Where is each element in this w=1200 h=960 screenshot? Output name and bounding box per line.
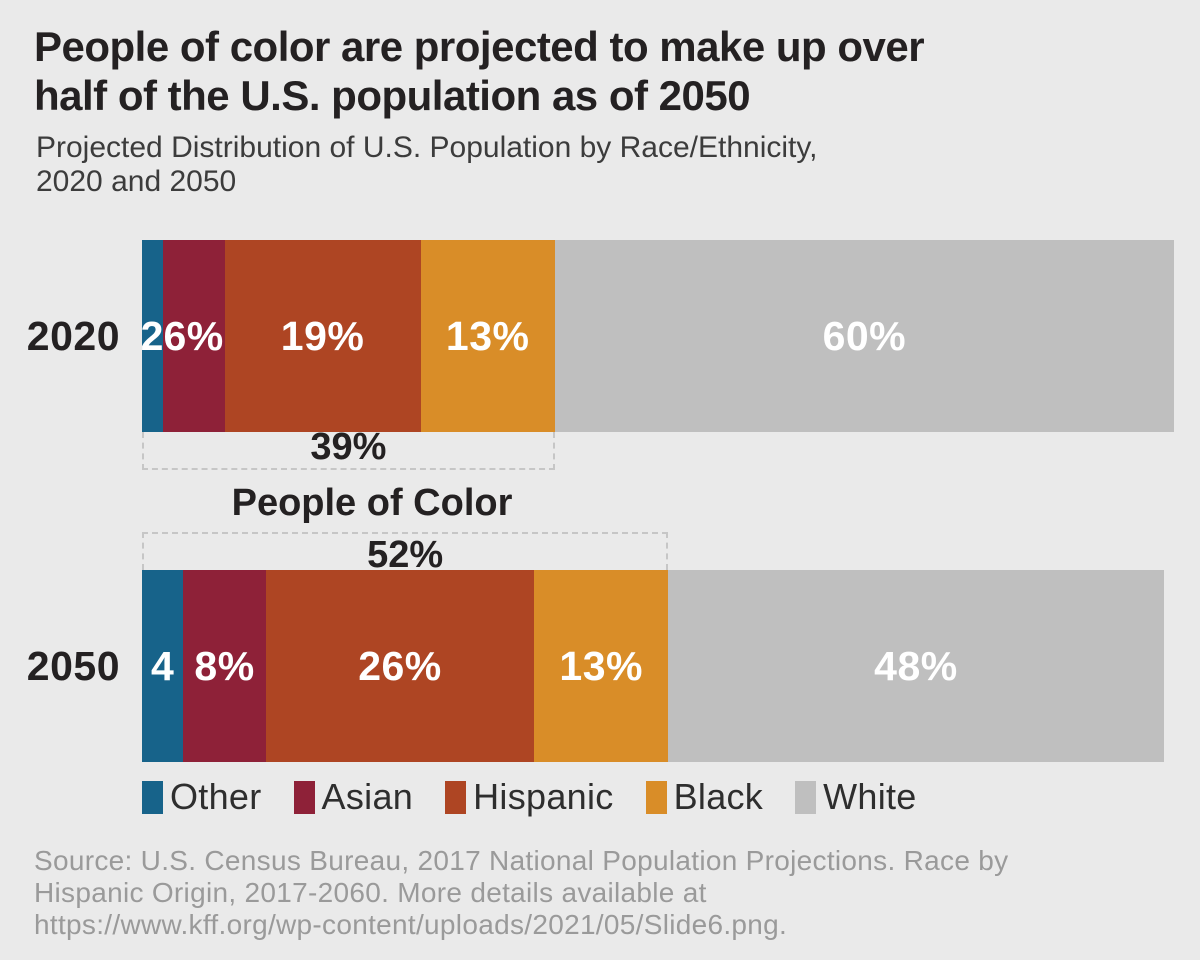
bar-2020-white-value: 60% <box>822 312 907 359</box>
legend-item-asian: Asian <box>293 776 414 818</box>
legend-item-black: Black <box>645 776 764 818</box>
bar-2050-segment-asian: 8% <box>183 570 266 762</box>
legend: Other Asian Hispanic Black White <box>142 776 917 818</box>
bar-2020-segment-asian: 6% <box>162 240 225 432</box>
legend-swatch-other <box>142 780 163 814</box>
legend-item-hispanic: Hispanic <box>445 776 613 818</box>
source-line-3: https://www.kff.org/wp-content/uploads/2… <box>34 909 788 940</box>
bar-2050: 4 8% 26% 13% 48% <box>142 570 1164 762</box>
source-line-1: Source: U.S. Census Bureau, 2017 Nationa… <box>34 845 1009 876</box>
legend-item-white: White <box>795 776 917 818</box>
people-of-color-label: People of Color <box>231 482 513 524</box>
legend-swatch-asian <box>293 780 315 814</box>
bar-2050-white-value: 48% <box>874 642 958 689</box>
bar-2050-other-value: 4 <box>150 642 175 689</box>
bar-2050-hispanic-value: 26% <box>358 642 442 689</box>
legend-label-other: Other <box>170 776 262 817</box>
bar-2050-segment-other: 4 <box>142 570 184 762</box>
source-line-2: Hispanic Origin, 2017-2060. More details… <box>34 877 707 908</box>
chart-subtitle-line-1: Projected Distribution of U.S. Populatio… <box>36 131 818 164</box>
legend-item-other: Other <box>142 776 262 818</box>
legend-swatch-hispanic <box>445 780 467 814</box>
year-label-2050: 2050 <box>26 642 120 689</box>
chart-title-line-1: People of color are projected to make up… <box>34 23 925 70</box>
bar-2050-black-value: 13% <box>559 642 643 689</box>
legend-swatch-white <box>795 780 817 814</box>
bar-2020-segment-white: 60% <box>554 240 1174 432</box>
source-note: Source: U.S. Census Bureau, 2017 Nationa… <box>34 845 1184 941</box>
bar-2020-segment-other: 2 <box>140 240 164 432</box>
bar-2020-segment-black: 13% <box>420 240 555 432</box>
bar-2020-asian-value: 6% <box>163 312 224 359</box>
bar-2050-segment-black: 13% <box>534 570 669 762</box>
bar-2050-asian-value: 8% <box>194 642 255 689</box>
bar-2050-segment-white: 48% <box>668 570 1164 762</box>
legend-label-white: White <box>823 776 917 817</box>
bar-2020-black-value: 13% <box>445 312 530 359</box>
people-of-color-bracket-2020: 39% <box>142 428 555 470</box>
legend-label-asian: Asian <box>321 776 414 817</box>
bar-2020: 2 6% 19% 13% 60% <box>140 240 1174 432</box>
chart-subtitle: Projected Distribution of U.S. Populatio… <box>36 131 818 199</box>
bar-2020-hispanic-value: 19% <box>280 312 365 359</box>
bar-2020-segment-hispanic: 19% <box>224 240 421 432</box>
people-of-color-pct-2050: 52% <box>367 534 444 576</box>
legend-label-hispanic: Hispanic <box>473 776 614 817</box>
year-label-2020: 2020 <box>26 312 120 359</box>
people-of-color-pct-2020: 39% <box>310 426 387 468</box>
bar-2050-segment-hispanic: 26% <box>265 570 535 762</box>
people-of-color-bracket-2050: 52% <box>142 532 669 574</box>
chart-subtitle-line-2: 2020 and 2050 <box>36 165 237 198</box>
chart-title: People of color are projected to make up… <box>34 22 925 120</box>
legend-swatch-black <box>645 780 667 814</box>
chart-title-line-2: half of the U.S. population as of 2050 <box>34 72 751 119</box>
bar-2020-other-value: 2 <box>140 312 164 359</box>
legend-label-black: Black <box>673 776 764 817</box>
